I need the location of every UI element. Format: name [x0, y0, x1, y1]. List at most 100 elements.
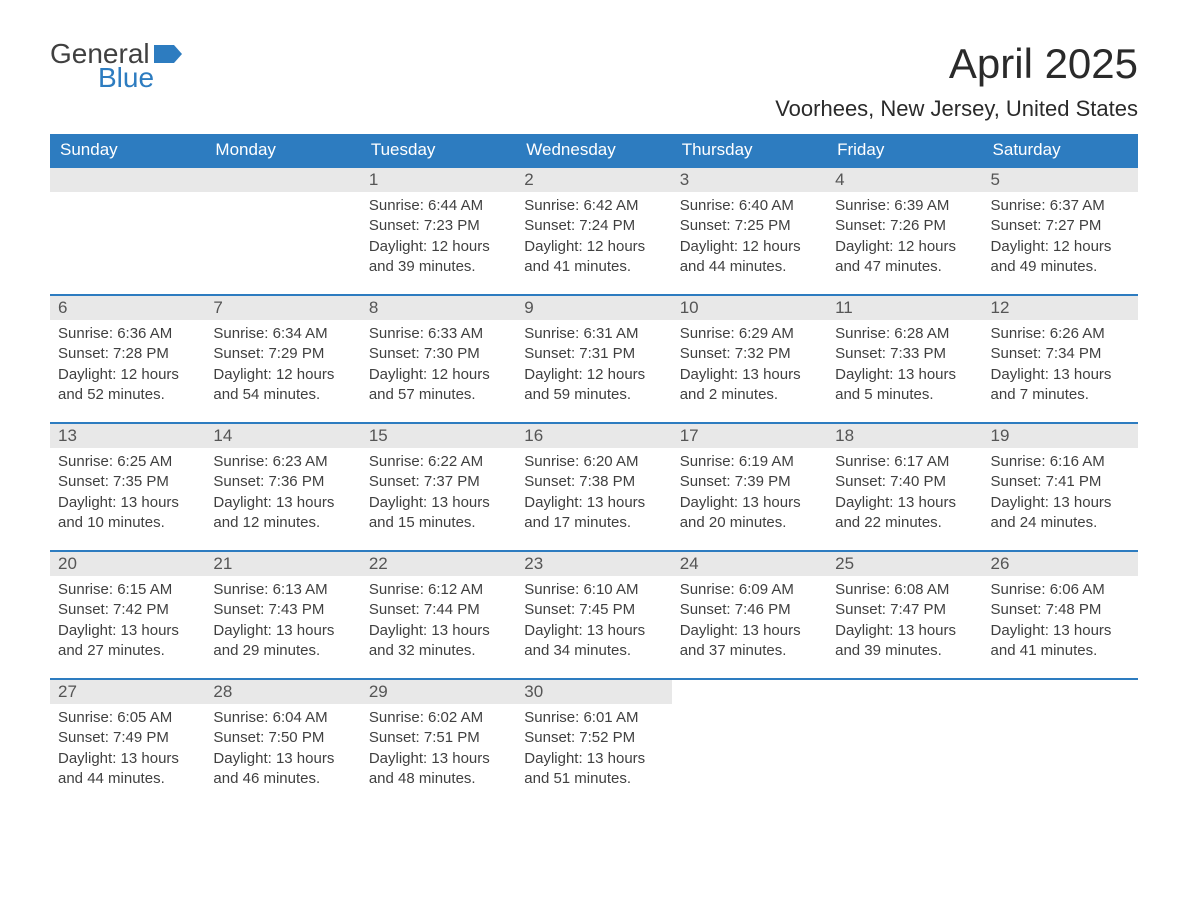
daylight-text-2: and 46 minutes. — [213, 769, 352, 789]
daylight-text-2: and 27 minutes. — [58, 641, 197, 661]
daylight-text-1: Daylight: 13 hours — [369, 493, 508, 513]
day-cell: 15Sunrise: 6:22 AMSunset: 7:37 PMDayligh… — [361, 423, 516, 551]
day-number: 6 — [50, 296, 205, 320]
sunset-text: Sunset: 7:42 PM — [58, 600, 197, 620]
sunset-text: Sunset: 7:29 PM — [213, 344, 352, 364]
day-cell: 12Sunrise: 6:26 AMSunset: 7:34 PMDayligh… — [983, 295, 1138, 423]
daylight-text-2: and 41 minutes. — [991, 641, 1130, 661]
day-cell: 6Sunrise: 6:36 AMSunset: 7:28 PMDaylight… — [50, 295, 205, 423]
week-row: 6Sunrise: 6:36 AMSunset: 7:28 PMDaylight… — [50, 295, 1138, 423]
sunrise-text: Sunrise: 6:15 AM — [58, 580, 197, 600]
daylight-text-2: and 2 minutes. — [680, 385, 819, 405]
daylight-text-2: and 39 minutes. — [369, 257, 508, 277]
daylight-text-1: Daylight: 13 hours — [524, 621, 663, 641]
day-content: Sunrise: 6:20 AMSunset: 7:38 PMDaylight:… — [516, 448, 671, 541]
daylight-text-2: and 37 minutes. — [680, 641, 819, 661]
daylight-text-1: Daylight: 13 hours — [680, 621, 819, 641]
daylight-text-2: and 22 minutes. — [835, 513, 974, 533]
daylight-text-1: Daylight: 13 hours — [58, 493, 197, 513]
day-number-empty — [205, 168, 360, 192]
day-content: Sunrise: 6:42 AMSunset: 7:24 PMDaylight:… — [516, 192, 671, 285]
sunrise-text: Sunrise: 6:40 AM — [680, 196, 819, 216]
daylight-text-2: and 20 minutes. — [680, 513, 819, 533]
day-cell: 21Sunrise: 6:13 AMSunset: 7:43 PMDayligh… — [205, 551, 360, 679]
daylight-text-1: Daylight: 13 hours — [369, 621, 508, 641]
day-number: 7 — [205, 296, 360, 320]
sunset-text: Sunset: 7:40 PM — [835, 472, 974, 492]
day-number: 28 — [205, 680, 360, 704]
sunrise-text: Sunrise: 6:12 AM — [369, 580, 508, 600]
daylight-text-1: Daylight: 12 hours — [58, 365, 197, 385]
day-content: Sunrise: 6:02 AMSunset: 7:51 PMDaylight:… — [361, 704, 516, 797]
sunset-text: Sunset: 7:51 PM — [369, 728, 508, 748]
day-content: Sunrise: 6:29 AMSunset: 7:32 PMDaylight:… — [672, 320, 827, 413]
sunrise-text: Sunrise: 6:28 AM — [835, 324, 974, 344]
daylight-text-1: Daylight: 13 hours — [524, 493, 663, 513]
day-content: Sunrise: 6:06 AMSunset: 7:48 PMDaylight:… — [983, 576, 1138, 669]
day-number: 5 — [983, 168, 1138, 192]
day-cell — [672, 679, 827, 807]
week-row: 13Sunrise: 6:25 AMSunset: 7:35 PMDayligh… — [50, 423, 1138, 551]
day-cell: 17 Sunrise: 6:19 AMSunset: 7:39 PMDayligh… — [672, 423, 827, 551]
daylight-text-1: Daylight: 13 hours — [213, 621, 352, 641]
logo-flag-icon — [154, 45, 182, 63]
sunrise-text: Sunrise: 6:08 AM — [835, 580, 974, 600]
daylight-text-2: and 47 minutes. — [835, 257, 974, 277]
day-number-empty — [50, 168, 205, 192]
sunrise-text: Sunrise: 6:37 AM — [991, 196, 1130, 216]
sunrise-text: Sunrise: 6:29 AM — [680, 324, 819, 344]
day-number: 17 — [672, 424, 827, 448]
sunrise-text: Sunrise: 6:13 AM — [213, 580, 352, 600]
sunset-text: Sunset: 7:37 PM — [369, 472, 508, 492]
day-content: Sunrise: 6:23 AMSunset: 7:36 PMDaylight:… — [205, 448, 360, 541]
sunset-text: Sunset: 7:31 PM — [524, 344, 663, 364]
sunrise-text: Sunrise: 6:19 AM — [680, 452, 819, 472]
sunset-text: Sunset: 7:47 PM — [835, 600, 974, 620]
day-content: Sunrise: 6:25 AMSunset: 7:35 PMDaylight:… — [50, 448, 205, 541]
day-cell: 18Sunrise: 6:17 AMSunset: 7:40 PMDayligh… — [827, 423, 982, 551]
daylight-text-2: and 24 minutes. — [991, 513, 1130, 533]
day-cell: 13Sunrise: 6:25 AMSunset: 7:35 PMDayligh… — [50, 423, 205, 551]
weekday-header: Monday — [205, 134, 360, 167]
daylight-text-1: Daylight: 13 hours — [58, 749, 197, 769]
week-row: 1Sunrise: 6:44 AMSunset: 7:23 PMDaylight… — [50, 167, 1138, 295]
sunset-text: Sunset: 7:27 PM — [991, 216, 1130, 236]
day-cell — [827, 679, 982, 807]
daylight-text-1: Daylight: 13 hours — [524, 749, 663, 769]
daylight-text-2: and 57 minutes. — [369, 385, 508, 405]
daylight-text-2: and 39 minutes. — [835, 641, 974, 661]
weekday-header-row: Sunday Monday Tuesday Wednesday Thursday… — [50, 134, 1138, 167]
day-content: Sunrise: 6:12 AMSunset: 7:44 PMDaylight:… — [361, 576, 516, 669]
sunrise-text: Sunrise: 6:06 AM — [991, 580, 1130, 600]
daylight-text-1: Daylight: 13 hours — [680, 493, 819, 513]
sunrise-text: Sunrise: 6:10 AM — [524, 580, 663, 600]
daylight-text-1: Daylight: 12 hours — [213, 365, 352, 385]
daylight-text-2: and 34 minutes. — [524, 641, 663, 661]
weekday-header: Wednesday — [516, 134, 671, 167]
daylight-text-1: Daylight: 12 hours — [835, 237, 974, 257]
sunrise-text: Sunrise: 6:34 AM — [213, 324, 352, 344]
day-number: 10 — [672, 296, 827, 320]
day-number: 9 — [516, 296, 671, 320]
day-number: 4 — [827, 168, 982, 192]
day-cell: 27Sunrise: 6:05 AMSunset: 7:49 PMDayligh… — [50, 679, 205, 807]
day-cell: 16Sunrise: 6:20 AMSunset: 7:38 PMDayligh… — [516, 423, 671, 551]
sunrise-text: Sunrise: 6:02 AM — [369, 708, 508, 728]
sunset-text: Sunset: 7:24 PM — [524, 216, 663, 236]
sunset-text: Sunset: 7:43 PM — [213, 600, 352, 620]
day-cell: 4Sunrise: 6:39 AMSunset: 7:26 PMDaylight… — [827, 167, 982, 295]
day-number: 13 — [50, 424, 205, 448]
calendar-table: Sunday Monday Tuesday Wednesday Thursday… — [50, 134, 1138, 807]
sunset-text: Sunset: 7:36 PM — [213, 472, 352, 492]
day-cell: 24Sunrise: 6:09 AMSunset: 7:46 PMDayligh… — [672, 551, 827, 679]
day-number: 29 — [361, 680, 516, 704]
day-content: Sunrise: 6:04 AMSunset: 7:50 PMDaylight:… — [205, 704, 360, 797]
page-header: General Blue April 2025 Voorhees, New Je… — [50, 40, 1138, 122]
day-cell: 11Sunrise: 6:28 AMSunset: 7:33 PMDayligh… — [827, 295, 982, 423]
daylight-text-2: and 10 minutes. — [58, 513, 197, 533]
day-cell: 30Sunrise: 6:01 AMSunset: 7:52 PMDayligh… — [516, 679, 671, 807]
day-cell: 10Sunrise: 6:29 AMSunset: 7:32 PMDayligh… — [672, 295, 827, 423]
sunset-text: Sunset: 7:23 PM — [369, 216, 508, 236]
daylight-text-2: and 51 minutes. — [524, 769, 663, 789]
sunset-text: Sunset: 7:39 PM — [680, 472, 819, 492]
